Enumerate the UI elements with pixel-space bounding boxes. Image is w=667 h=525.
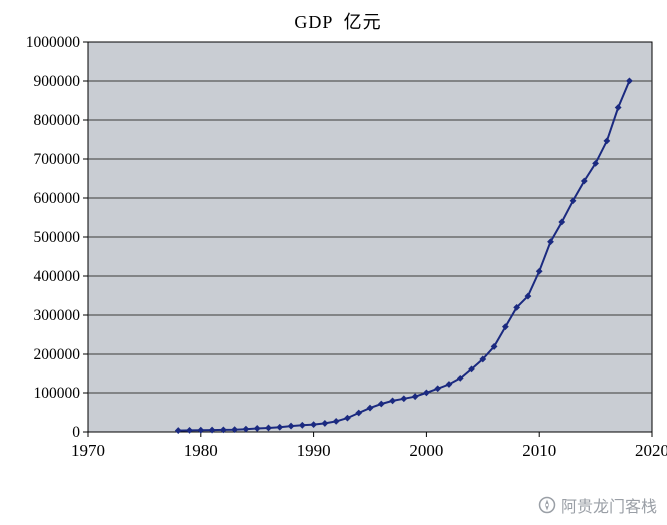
x-tick-label: 2000 <box>409 441 443 460</box>
data-point-marker <box>411 393 419 401</box>
data-point-marker <box>558 218 566 226</box>
data-point-marker <box>479 355 487 363</box>
data-point-marker <box>332 417 340 425</box>
x-tick-label: 1990 <box>297 441 331 460</box>
data-point-marker <box>219 426 227 434</box>
data-point-marker <box>298 421 306 429</box>
data-point-marker <box>614 104 622 111</box>
data-point-marker <box>456 375 464 382</box>
data-point-marker <box>592 159 599 167</box>
data-point-marker <box>310 421 317 429</box>
data-point-marker <box>197 426 205 434</box>
data-point-marker <box>423 389 430 397</box>
data-point-marker <box>242 425 250 433</box>
data-point-marker <box>287 422 295 430</box>
data-point-marker <box>321 420 329 427</box>
data-point-marker <box>208 426 216 434</box>
data-point-marker <box>524 292 532 300</box>
compass-logo-icon <box>538 496 556 514</box>
data-point-marker <box>547 238 554 246</box>
data-point-marker <box>276 423 284 431</box>
y-tick-label: 0 <box>72 424 80 441</box>
y-tick-label: 200000 <box>34 346 81 363</box>
data-point-marker <box>366 404 374 412</box>
data-point-marker <box>389 397 396 405</box>
data-point-marker <box>400 395 408 403</box>
y-tick-label: 700000 <box>34 151 81 168</box>
y-tick-label: 400000 <box>34 268 81 285</box>
data-point-marker <box>253 425 261 432</box>
y-tick-label: 600000 <box>34 190 81 207</box>
data-point-marker <box>265 424 272 432</box>
data-point-marker <box>186 427 193 434</box>
data-point-marker <box>626 77 633 85</box>
chart-title: GDP 亿元 <box>294 12 382 32</box>
data-point-marker <box>445 381 453 388</box>
data-point-marker <box>535 267 543 275</box>
watermark: 阿贵龙门客栈 <box>538 493 657 517</box>
data-point-marker <box>231 426 239 434</box>
data-point-marker <box>580 177 588 185</box>
data-point-marker <box>569 197 577 205</box>
data-point-marker <box>513 303 521 311</box>
data-point-marker <box>490 343 498 350</box>
x-tick-label: 1980 <box>184 441 218 460</box>
data-point-marker <box>344 414 351 422</box>
data-point-marker <box>434 385 442 393</box>
y-tick-label: 300000 <box>34 307 81 324</box>
data-point-marker <box>603 137 611 145</box>
data-point-marker <box>355 409 363 417</box>
data-point-marker <box>377 400 385 408</box>
data-point-marker <box>501 323 509 331</box>
data-point-marker <box>468 365 475 373</box>
y-tick-label: 900000 <box>34 73 81 90</box>
y-tick-label: 100000 <box>34 385 81 402</box>
y-tick-label: 1000000 <box>26 34 81 51</box>
x-tick-label: 2020 <box>635 441 667 460</box>
y-tick-label: 800000 <box>34 112 81 129</box>
x-tick-label: 1970 <box>71 441 105 460</box>
y-tick-label: 500000 <box>34 229 81 246</box>
watermark-text: 阿贵龙门客栈 <box>560 499 657 516</box>
x-tick-label: 2010 <box>522 441 556 460</box>
data-point-marker <box>174 427 182 434</box>
